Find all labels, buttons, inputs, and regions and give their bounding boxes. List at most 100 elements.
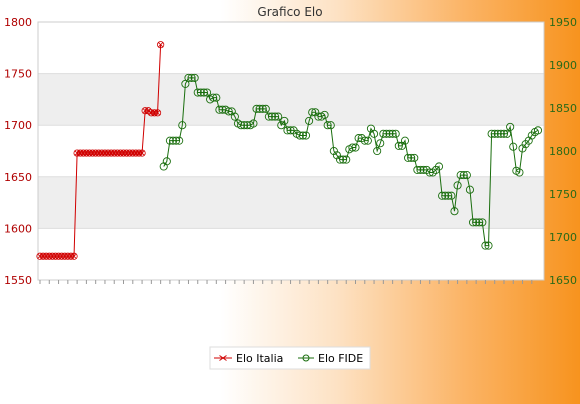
data-point-elo-fide bbox=[178, 121, 187, 130]
data-point-elo-italia bbox=[157, 41, 165, 49]
data-point-elo-fide bbox=[332, 151, 341, 160]
data-point-elo-fide bbox=[400, 136, 410, 145]
data-point-elo-fide bbox=[277, 121, 286, 130]
left-tick-label: 1550 bbox=[4, 274, 32, 287]
data-point-elo-fide bbox=[311, 108, 320, 117]
data-point-elo-fide bbox=[503, 129, 512, 138]
chart-title: Grafico Elo bbox=[257, 5, 322, 19]
right-tick-label: 1750 bbox=[549, 188, 577, 201]
data-point-elo-fide bbox=[199, 88, 208, 97]
data-point-elo-fide bbox=[515, 168, 524, 177]
data-point-elo-fide bbox=[267, 112, 277, 121]
data-point-elo-fide bbox=[308, 108, 317, 117]
data-point-elo-italia bbox=[138, 149, 146, 157]
data-point-elo-fide bbox=[456, 171, 465, 180]
data-point-elo-fide bbox=[261, 104, 270, 113]
data-point-elo-fide bbox=[410, 153, 419, 162]
legend-label-elo-italia: Elo Italia bbox=[236, 352, 283, 365]
data-point-elo-italia bbox=[153, 109, 162, 117]
data-point-elo-fide bbox=[230, 112, 239, 121]
data-point-elo-fide bbox=[314, 112, 323, 121]
data-point-elo-fide bbox=[258, 104, 267, 113]
data-point-elo-fide bbox=[301, 131, 311, 140]
left-axis: 1550 1600 1650 1700 1750 1800 bbox=[4, 16, 32, 287]
data-point-elo-fide bbox=[215, 105, 224, 114]
data-point-elo-fide bbox=[202, 88, 212, 97]
data-point-elo-fide bbox=[509, 142, 518, 151]
data-point-elo-fide bbox=[472, 218, 481, 227]
data-point-elo-fide bbox=[320, 110, 329, 119]
data-point-elo-fide bbox=[252, 104, 261, 113]
data-point-elo-fide bbox=[335, 155, 345, 164]
data-point-elo-fide bbox=[274, 112, 283, 121]
legend-label-elo-fide: Elo FIDE bbox=[318, 352, 363, 365]
data-point-elo-fide bbox=[450, 207, 459, 216]
data-point-elo-fide bbox=[447, 191, 456, 200]
data-point-elo-fide bbox=[271, 112, 280, 121]
data-point-elo-fide bbox=[298, 131, 307, 140]
data-point-elo-fide bbox=[468, 218, 478, 227]
data-point-elo-fide bbox=[490, 129, 499, 138]
data-point-elo-fide bbox=[496, 129, 505, 138]
right-tick-label: 1950 bbox=[549, 16, 577, 29]
data-point-elo-fide bbox=[342, 155, 351, 164]
data-point-elo-fide bbox=[305, 116, 314, 125]
data-point-elo-fide bbox=[286, 126, 295, 135]
legend: Elo Italia Elo FIDE bbox=[209, 346, 371, 370]
data-point-elo-fide bbox=[370, 129, 379, 138]
series-elo-italia bbox=[36, 41, 165, 260]
data-point-elo-fide bbox=[162, 157, 171, 166]
left-tick-label: 1700 bbox=[4, 119, 32, 132]
data-point-elo-fide bbox=[438, 191, 447, 200]
left-tick-label: 1650 bbox=[4, 171, 32, 184]
data-point-elo-fide bbox=[475, 218, 484, 227]
data-point-elo-fide bbox=[404, 153, 413, 162]
data-point-elo-fide bbox=[283, 126, 292, 135]
data-point-elo-fide bbox=[465, 185, 475, 194]
data-point-elo-fide bbox=[280, 116, 289, 125]
data-point-elo-fide bbox=[379, 129, 388, 138]
data-point-elo-fide bbox=[441, 191, 450, 200]
data-point-elo-fide bbox=[506, 122, 515, 131]
data-point-elo-fide bbox=[462, 171, 471, 180]
data-point-elo-fide bbox=[499, 129, 509, 138]
data-point-elo-fide bbox=[385, 129, 394, 138]
right-tick-label: 1850 bbox=[549, 102, 577, 115]
data-point-elo-fide bbox=[459, 171, 468, 180]
right-tick-label: 1700 bbox=[549, 231, 577, 244]
data-point-elo-fide bbox=[323, 121, 332, 130]
data-point-elo-fide bbox=[487, 129, 496, 138]
data-point-elo-fide bbox=[249, 119, 258, 128]
legend-marker-elo-italia bbox=[219, 355, 227, 361]
right-tick-label: 1650 bbox=[549, 274, 577, 287]
data-point-elo-fide bbox=[382, 129, 391, 138]
data-point-elo-fide bbox=[243, 121, 252, 130]
data-point-elo-fide bbox=[360, 136, 369, 145]
data-point-elo-fide bbox=[484, 241, 493, 250]
data-point-elo-italia bbox=[70, 252, 78, 260]
data-point-elo-fide bbox=[209, 93, 218, 102]
data-point-cross-elo-italia bbox=[71, 253, 77, 260]
data-point-elo-fide bbox=[391, 129, 400, 138]
data-point-elo-fide bbox=[172, 136, 181, 145]
data-point-elo-fide bbox=[240, 121, 249, 130]
right-tick-label: 1800 bbox=[549, 145, 577, 158]
legend-box bbox=[209, 346, 371, 370]
data-point-elo-fide bbox=[416, 165, 425, 174]
data-point-elo-fide bbox=[493, 129, 502, 138]
data-point-elo-fide bbox=[190, 73, 199, 82]
data-point-cross-elo-italia bbox=[157, 41, 164, 48]
right-tick-label: 1900 bbox=[549, 59, 577, 72]
data-point-elo-fide bbox=[453, 181, 462, 190]
data-point-elo-fide bbox=[187, 73, 196, 82]
series-elo-fide bbox=[159, 73, 543, 250]
data-point-elo-fide bbox=[351, 143, 360, 152]
data-point-elo-fide bbox=[175, 136, 184, 145]
data-point-elo-fide bbox=[218, 105, 227, 114]
data-point-elo-fide bbox=[444, 191, 453, 200]
data-point-elo-fide bbox=[394, 141, 403, 150]
series-line-elo-italia bbox=[40, 44, 162, 257]
grid-band bbox=[38, 176, 544, 229]
